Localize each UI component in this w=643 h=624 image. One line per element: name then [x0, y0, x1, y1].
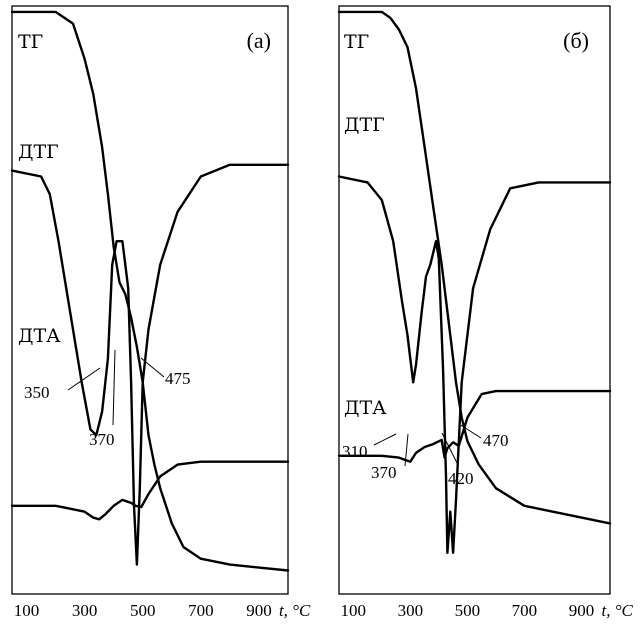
- series-line-ТГ: [12, 12, 288, 571]
- annotation-label: 350: [24, 383, 50, 402]
- annotation-label: 420: [448, 469, 474, 488]
- annotation-label: 310: [342, 442, 368, 461]
- panel-label: (а): [247, 28, 271, 53]
- panel-label: (б): [563, 28, 589, 53]
- chart-panel-a: ТГ ДТГ ДТА (а) 350 370 475 100 300 500 700 900 t, °C: [12, 6, 311, 620]
- x-tick-label: 300: [72, 601, 98, 620]
- x-tick-label: 900: [569, 601, 595, 620]
- series-label-ДТГ: ДТГ: [344, 114, 385, 136]
- x-tick-label: 900: [246, 601, 272, 620]
- series-line-ДТА: [12, 462, 288, 520]
- x-axis-unit: t, °C: [279, 601, 311, 620]
- annotation-label: 475: [165, 369, 191, 388]
- panel-frame: [339, 6, 610, 594]
- x-tick-label: 500: [130, 601, 156, 620]
- x-tick-label: 100: [14, 601, 40, 620]
- series-label-ДТА: ДТА: [344, 397, 387, 419]
- x-tick-label: 100: [341, 601, 367, 620]
- x-tick-label: 500: [455, 601, 481, 620]
- annotation-leader: [374, 434, 396, 445]
- annotation-label: 370: [371, 463, 397, 482]
- annotation-label: 370: [89, 430, 115, 449]
- series-label-ДТГ: ДТГ: [18, 141, 59, 163]
- x-tick-label: 700: [512, 601, 538, 620]
- annotation-leader: [113, 350, 115, 425]
- series-label-ДТА: ДТА: [18, 325, 61, 347]
- series-label-ТГ: ТГ: [344, 31, 369, 53]
- x-tick-label: 300: [398, 601, 424, 620]
- series-label-ТГ: ТГ: [18, 31, 43, 53]
- x-axis-unit: t, °C: [601, 601, 633, 620]
- annotation-leader: [68, 368, 100, 390]
- series-line-ТГ: [339, 12, 610, 524]
- x-tick-label: 700: [188, 601, 214, 620]
- annotation-label: 470: [483, 431, 509, 450]
- series-line-ДТГ: [339, 177, 610, 553]
